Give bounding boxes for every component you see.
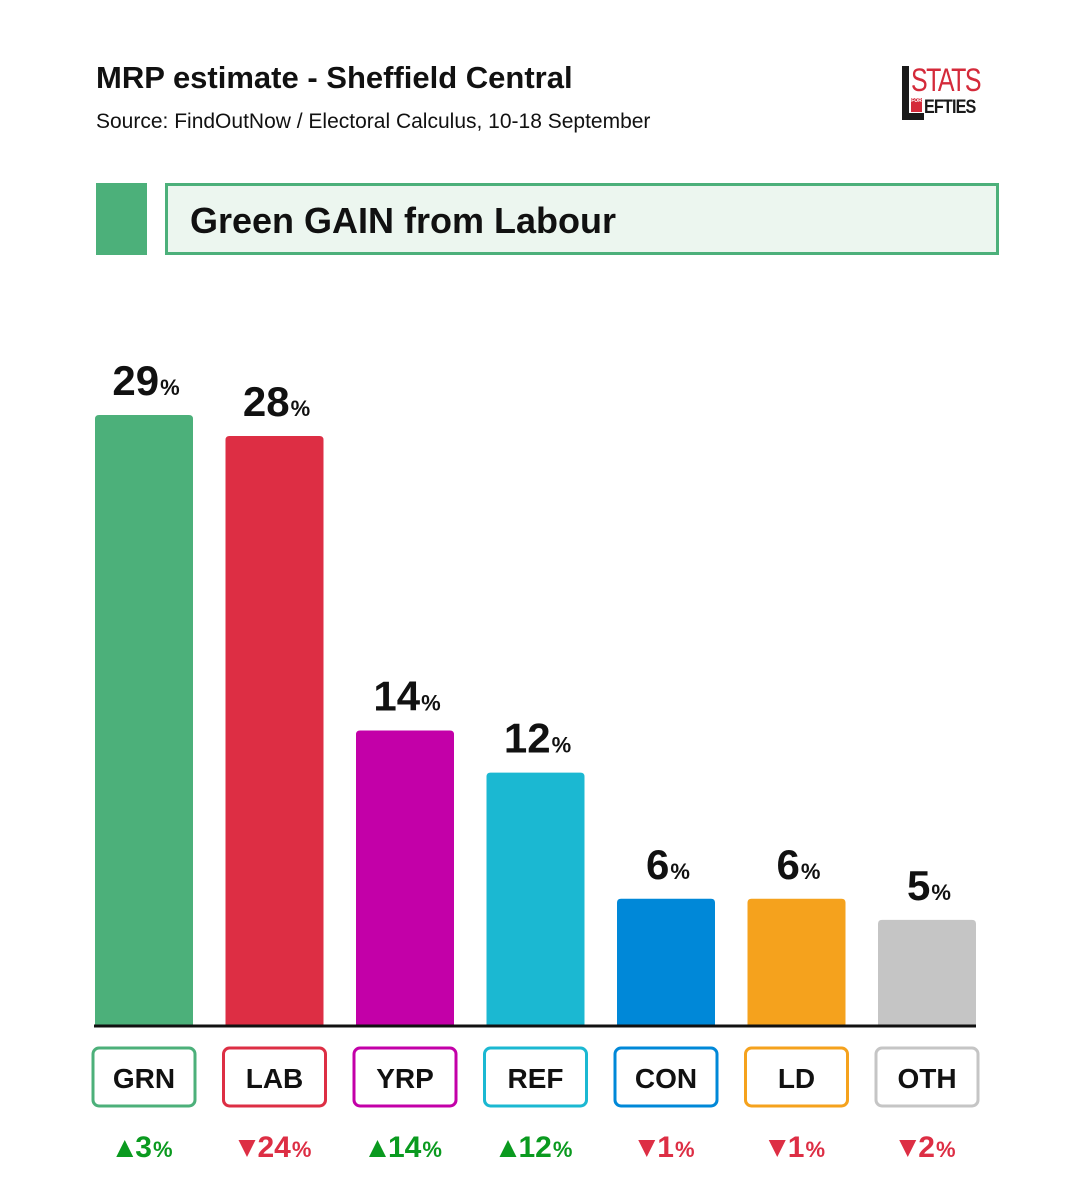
triangle-down-icon: [768, 1140, 786, 1157]
value-label-grn: 29%: [112, 357, 179, 404]
category-box-ref: [483, 1046, 588, 1108]
change-ld: 1%: [768, 1131, 825, 1164]
change-value-grn: 3%: [135, 1131, 172, 1164]
category-box-ld: [744, 1046, 849, 1108]
change-grn: 3%: [116, 1131, 173, 1164]
value-label-ref: 12%: [504, 715, 571, 762]
value-label-oth: 5%: [907, 862, 951, 909]
category-label-con: CON: [635, 1063, 697, 1094]
triangle-down-icon: [638, 1140, 656, 1157]
category-label-grn: GRN: [113, 1063, 175, 1094]
value-label-lab: 28%: [243, 378, 310, 425]
bar-yrp: [356, 730, 454, 1025]
logo-for-text: FOR: [911, 98, 922, 112]
category-label-lab: LAB: [246, 1063, 304, 1094]
category-box-lab: [222, 1046, 327, 1108]
triangle-up-icon: [369, 1140, 386, 1157]
banner-color-swatch: [96, 183, 147, 255]
change-value-yrp: 14%: [388, 1131, 442, 1164]
bar-grn: [95, 415, 193, 1025]
category-label-oth: OTH: [897, 1063, 956, 1094]
category-box-con: [613, 1046, 719, 1108]
result-banner-text: Green GAIN from Labour: [190, 200, 617, 241]
value-label-ld: 6%: [777, 841, 821, 888]
change-value-oth: 2%: [918, 1131, 955, 1164]
change-lab: 24%: [238, 1131, 312, 1164]
change-con: 1%: [638, 1131, 695, 1164]
category-box-yrp: [352, 1046, 458, 1108]
chart-title: MRP estimate - Sheffield Central: [96, 60, 573, 95]
chart-subtitle: Source: FindOutNow / Electoral Calculus,…: [96, 110, 651, 133]
change-ref: 12%: [499, 1131, 573, 1164]
category-label-yrp: YRP: [376, 1063, 434, 1094]
change-oth: 2%: [899, 1131, 956, 1164]
triangle-down-icon: [238, 1140, 256, 1157]
triangle-up-icon: [499, 1140, 517, 1157]
logo-efties-text: EFTIES: [924, 97, 976, 118]
bar-lab: [225, 436, 324, 1025]
category-box-grn: [91, 1046, 197, 1108]
change-value-ref: 12%: [519, 1131, 573, 1164]
value-label-yrp: 14%: [373, 673, 440, 720]
bar-ref: [486, 772, 585, 1025]
value-label-con: 6%: [646, 841, 690, 888]
category-label-ld: LD: [778, 1063, 815, 1094]
triangle-down-icon: [899, 1140, 917, 1157]
change-value-con: 1%: [657, 1131, 694, 1164]
change-value-ld: 1%: [788, 1131, 825, 1164]
bar-ld: [747, 898, 846, 1025]
category-box-oth: [874, 1046, 980, 1108]
result-banner: Green GAIN from Labour: [165, 183, 999, 255]
logo-stats-text: STATS: [911, 62, 981, 98]
triangle-up-icon: [116, 1140, 134, 1157]
stats-for-lefties-logo: STATS FOR EFTIES: [900, 64, 986, 122]
category-label-ref: REF: [508, 1063, 564, 1094]
change-yrp: 14%: [369, 1131, 442, 1164]
bar-con: [617, 898, 715, 1025]
bar-oth: [878, 919, 976, 1025]
change-value-lab: 24%: [258, 1131, 312, 1164]
